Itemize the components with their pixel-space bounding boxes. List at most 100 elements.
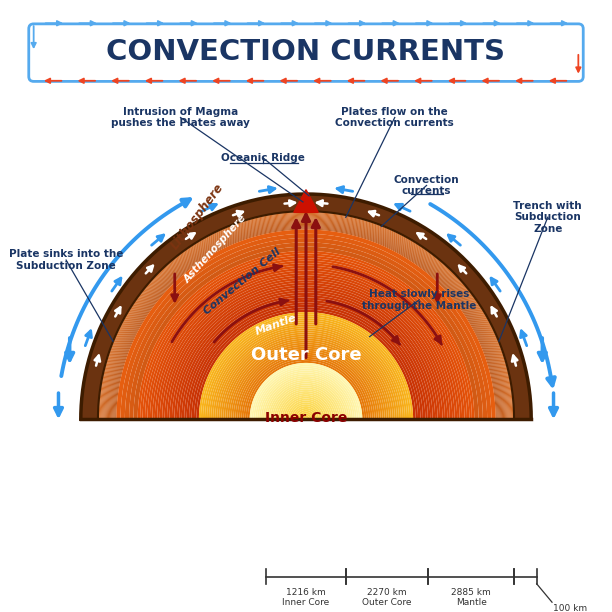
Polygon shape <box>203 316 409 419</box>
Polygon shape <box>104 218 508 419</box>
Polygon shape <box>250 363 362 419</box>
Polygon shape <box>287 400 325 419</box>
Polygon shape <box>115 229 497 419</box>
Polygon shape <box>236 349 376 419</box>
Text: Outer Core: Outer Core <box>251 346 361 364</box>
Polygon shape <box>302 416 310 419</box>
Polygon shape <box>102 216 509 419</box>
Polygon shape <box>167 280 445 419</box>
Polygon shape <box>239 353 373 419</box>
Polygon shape <box>86 200 526 419</box>
Text: Asthenosphere: Asthenosphere <box>182 212 248 285</box>
Polygon shape <box>116 230 496 419</box>
Text: Convection
currents: Convection currents <box>394 174 460 196</box>
Polygon shape <box>82 195 530 419</box>
Polygon shape <box>285 398 327 419</box>
Polygon shape <box>182 295 430 419</box>
Polygon shape <box>199 312 413 419</box>
Polygon shape <box>209 323 403 419</box>
Polygon shape <box>85 198 527 419</box>
Text: Plates flow on the
Convection currents: Plates flow on the Convection currents <box>335 106 454 129</box>
Polygon shape <box>207 320 405 419</box>
Polygon shape <box>265 378 347 419</box>
Text: Plate sinks into the
Subduction Zone: Plate sinks into the Subduction Zone <box>9 249 123 271</box>
Text: Trench with
Subduction
Zone: Trench with Subduction Zone <box>513 201 582 234</box>
Polygon shape <box>213 326 399 419</box>
Polygon shape <box>291 404 321 419</box>
Polygon shape <box>121 234 491 419</box>
Polygon shape <box>233 346 379 419</box>
Polygon shape <box>283 397 329 419</box>
Text: Lithosphere: Lithosphere <box>169 181 227 252</box>
Polygon shape <box>114 227 498 419</box>
Text: Intrusion of Magma
pushes the Plates away: Intrusion of Magma pushes the Plates awa… <box>111 106 250 129</box>
Polygon shape <box>105 218 507 419</box>
Polygon shape <box>111 225 501 419</box>
Polygon shape <box>179 293 433 419</box>
Polygon shape <box>140 253 472 419</box>
Polygon shape <box>84 198 528 419</box>
Polygon shape <box>81 194 531 419</box>
Polygon shape <box>304 417 308 419</box>
Polygon shape <box>90 203 522 419</box>
Polygon shape <box>92 206 520 419</box>
Polygon shape <box>237 351 375 419</box>
Polygon shape <box>83 196 529 419</box>
Text: Inner Core: Inner Core <box>265 411 347 425</box>
Polygon shape <box>219 332 393 419</box>
Polygon shape <box>272 386 340 419</box>
Polygon shape <box>255 368 357 419</box>
Polygon shape <box>280 393 332 419</box>
Text: 100 km
Lithosphere: 100 km Lithosphere <box>553 604 606 612</box>
Polygon shape <box>297 410 315 419</box>
Polygon shape <box>189 302 423 419</box>
Polygon shape <box>217 330 395 419</box>
Polygon shape <box>94 207 518 419</box>
Polygon shape <box>269 382 343 419</box>
Text: Oceanic Ridge: Oceanic Ridge <box>221 153 305 163</box>
Polygon shape <box>194 307 418 419</box>
Polygon shape <box>95 209 517 419</box>
Polygon shape <box>88 201 524 419</box>
Polygon shape <box>230 343 382 419</box>
Polygon shape <box>282 395 330 419</box>
Text: Heat slowly rises
through the Mantle: Heat slowly rises through the Mantle <box>362 289 476 311</box>
Text: Mantle: Mantle <box>254 313 297 337</box>
Polygon shape <box>102 215 510 419</box>
Polygon shape <box>155 268 457 419</box>
Polygon shape <box>91 204 521 419</box>
Polygon shape <box>177 290 435 419</box>
Polygon shape <box>248 361 364 419</box>
Polygon shape <box>174 288 438 419</box>
Polygon shape <box>108 222 504 419</box>
Polygon shape <box>267 380 345 419</box>
Polygon shape <box>196 310 416 419</box>
Polygon shape <box>172 285 440 419</box>
Polygon shape <box>299 412 313 419</box>
Polygon shape <box>113 226 499 419</box>
Polygon shape <box>129 242 483 419</box>
Polygon shape <box>150 263 462 419</box>
Polygon shape <box>89 202 523 419</box>
Polygon shape <box>81 194 531 419</box>
Polygon shape <box>187 300 425 419</box>
Polygon shape <box>245 359 367 419</box>
Polygon shape <box>162 275 450 419</box>
Polygon shape <box>276 389 336 419</box>
Text: 2885 km
Mantle: 2885 km Mantle <box>452 588 491 607</box>
Text: 1216 km
Inner Core: 1216 km Inner Core <box>282 588 330 607</box>
Polygon shape <box>263 376 349 419</box>
Polygon shape <box>294 190 318 212</box>
Polygon shape <box>293 406 319 419</box>
Polygon shape <box>98 211 514 419</box>
Polygon shape <box>261 374 351 419</box>
Polygon shape <box>257 370 355 419</box>
Polygon shape <box>170 283 442 419</box>
Polygon shape <box>152 266 460 419</box>
Polygon shape <box>225 338 387 419</box>
Polygon shape <box>103 217 509 419</box>
Polygon shape <box>184 297 428 419</box>
Polygon shape <box>192 305 420 419</box>
Polygon shape <box>215 329 397 419</box>
Polygon shape <box>289 402 323 419</box>
